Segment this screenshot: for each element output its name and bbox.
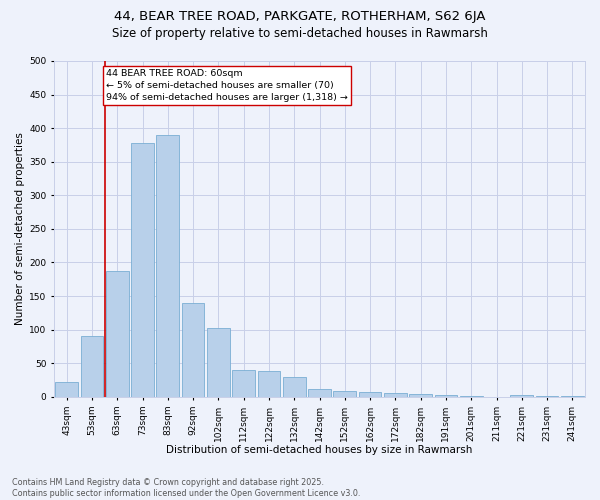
Bar <box>182 303 205 397</box>
Bar <box>131 143 154 397</box>
Bar <box>511 396 533 397</box>
Text: Size of property relative to semi-detached houses in Rawmarsh: Size of property relative to semi-detach… <box>112 28 488 40</box>
Bar <box>359 392 382 397</box>
Bar <box>308 390 331 397</box>
Text: 44 BEAR TREE ROAD: 60sqm
← 5% of semi-detached houses are smaller (70)
94% of se: 44 BEAR TREE ROAD: 60sqm ← 5% of semi-de… <box>106 69 348 102</box>
Bar <box>232 370 255 397</box>
Text: Contains HM Land Registry data © Crown copyright and database right 2025.
Contai: Contains HM Land Registry data © Crown c… <box>12 478 361 498</box>
Bar <box>157 135 179 397</box>
Bar <box>536 396 559 397</box>
Bar <box>434 395 457 397</box>
X-axis label: Distribution of semi-detached houses by size in Rawmarsh: Distribution of semi-detached houses by … <box>166 445 473 455</box>
Bar <box>384 394 407 397</box>
Bar <box>561 396 584 397</box>
Bar <box>257 372 280 397</box>
Bar <box>55 382 78 397</box>
Bar <box>80 336 103 397</box>
Bar <box>409 394 432 397</box>
Bar <box>460 396 482 397</box>
Y-axis label: Number of semi-detached properties: Number of semi-detached properties <box>15 132 25 326</box>
Bar <box>334 392 356 397</box>
Bar <box>207 328 230 397</box>
Bar <box>106 270 128 397</box>
Bar <box>283 376 305 397</box>
Text: 44, BEAR TREE ROAD, PARKGATE, ROTHERHAM, S62 6JA: 44, BEAR TREE ROAD, PARKGATE, ROTHERHAM,… <box>114 10 486 23</box>
